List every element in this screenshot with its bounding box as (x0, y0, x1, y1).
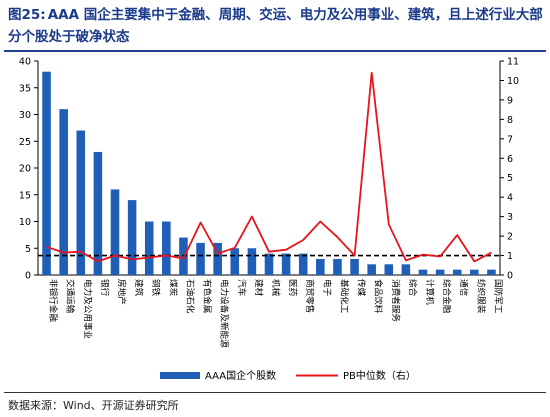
x-tick-label-23: 计算机 (424, 279, 436, 305)
bar-10 (196, 242, 205, 275)
bar-20 (367, 264, 376, 275)
bar-6 (127, 200, 137, 275)
bar-3 (76, 130, 86, 275)
y-tick-label-right: 7 (507, 134, 513, 145)
y-tick-label-right: 10 (507, 76, 519, 87)
bar-8 (162, 221, 171, 275)
title-divider (4, 50, 546, 52)
bar-21 (384, 264, 394, 275)
y-tick-label-right: 8 (507, 115, 513, 126)
y-tick-label-right: 0 (507, 271, 513, 282)
x-tick-label-16: 商贸零售 (304, 279, 316, 313)
x-tick-label-26: 纺织服装 (475, 279, 487, 314)
x-tick-label-7: 钢铁 (150, 279, 162, 297)
y-tick-label-right: 11 (507, 57, 519, 68)
legend-label-line: PB中位数（右） (343, 369, 416, 382)
bar-12 (230, 248, 240, 275)
x-tick-label-15: 医药 (287, 279, 298, 297)
figure-label: 图25: (8, 7, 46, 23)
bar-13 (247, 248, 257, 275)
x-tick-label-9: 石油石化 (184, 279, 196, 314)
x-tick-label-24: 综合金融 (441, 279, 453, 314)
y-tick-label-left: 35 (19, 83, 31, 94)
y-tick-label-left: 0 (25, 271, 31, 282)
chart: 0 5 10 15 20 25 30 35 40 0 1 2 3 4 5 6 7 8 9 10 11 非银行金融 交通运输… (19, 57, 519, 383)
bar-5 (110, 189, 120, 275)
bar-15 (281, 253, 291, 275)
x-tick-label-22: 综合 (407, 279, 419, 297)
x-tick-label-4: 银行 (99, 279, 111, 297)
x-tick-label-13: 建材 (253, 279, 265, 297)
legend-swatch-bar (160, 372, 200, 379)
bar-24 (435, 269, 445, 275)
x-tick-label-27: 国防军工 (492, 279, 504, 314)
bar-1 (42, 71, 51, 275)
x-tick-label-18: 基础化工 (338, 279, 350, 314)
x-tick-label-8: 煤炭 (167, 279, 179, 297)
bar-25 (452, 269, 462, 275)
bar-19 (350, 258, 359, 275)
x-tick-label-11: 电力设备及新能源 (219, 279, 231, 348)
y-tick-label-left: 5 (25, 244, 31, 255)
x-tick-label-17: 电子 (321, 279, 333, 297)
pb-median-line (46, 71, 492, 263)
x-tick-label-3: 电力及公用事业 (82, 279, 94, 340)
y-tick-label-right: 2 (507, 232, 513, 243)
x-tick-label-21: 消费者服务 (390, 279, 402, 322)
y-tick-label-right: 9 (507, 95, 513, 106)
line-series (46, 71, 492, 263)
bar-23 (418, 269, 428, 275)
bar-4 (93, 151, 103, 275)
x-tick-label-6: 建筑 (133, 279, 145, 297)
x-tick-label-20: 食品饮料 (373, 279, 385, 314)
legend-label-bar: AAA国企个股数 (205, 369, 276, 382)
bar-2 (59, 109, 68, 276)
x-tick-label-1: 非银行金融 (48, 279, 60, 322)
title-text: AAA 国企主要集中于金融、周期、交运、电力及公用事业、建筑，且上述行业大部分个… (8, 7, 543, 45)
bar-11 (213, 242, 222, 275)
y-tick-label-left: 20 (19, 164, 31, 175)
bar-18 (333, 258, 342, 275)
x-tick-label-5: 房地产 (116, 279, 128, 305)
bar-26 (470, 269, 479, 275)
y-tick-label-right: 4 (507, 193, 513, 204)
bar-27 (487, 269, 496, 275)
y-tick-label-right: 5 (507, 173, 513, 184)
x-tick-label-10: 有色金属 (202, 279, 214, 313)
bar-7 (144, 221, 154, 275)
x-tick-label-12: 汽车 (236, 279, 248, 297)
x-tick-label-19: 传媒 (356, 279, 368, 297)
bar-series (42, 71, 496, 276)
bar-16 (298, 253, 308, 275)
y-tick-label-left: 30 (19, 110, 31, 121)
bar-17 (316, 258, 325, 275)
y-tick-label-left: 40 (19, 57, 31, 68)
y-tick-label-left: 15 (19, 190, 31, 201)
source-divider (4, 392, 546, 393)
source-note: 数据来源：Wind、开源证券研究所 (8, 399, 179, 412)
x-tick-label-2: 交通运输 (65, 279, 77, 314)
y-tick-label-right: 3 (507, 212, 513, 223)
chart-title: 图25: AAA 国企主要集中于金融、周期、交运、电力及公用事业、建筑，且上述行业… (8, 4, 544, 48)
x-tick-label-25: 通信 (458, 279, 470, 297)
y-tick-label-left: 25 (19, 137, 31, 148)
bar-22 (401, 264, 411, 275)
y-tick-label-right: 6 (507, 154, 513, 165)
y-tick-label-left: 10 (19, 217, 31, 228)
x-tick-labels: 非银行金融 交通运输 电力及公用事业 银行 房地产 建筑 钢铁 煤炭 石油石化 有色金属 电力设备及… (48, 279, 505, 348)
x-tick-label-14: 机械 (270, 279, 282, 297)
legend: AAA国企个股数 PB中位数（右） (160, 369, 416, 382)
bar-14 (264, 253, 274, 275)
y-tick-label-right: 1 (507, 251, 513, 262)
